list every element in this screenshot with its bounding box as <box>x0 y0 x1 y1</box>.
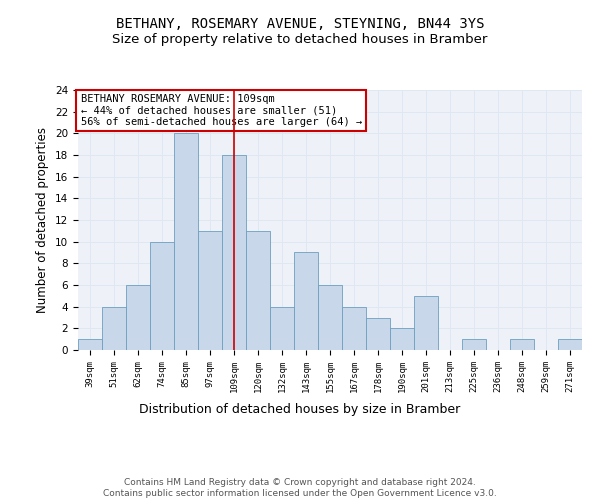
Bar <box>318 285 342 350</box>
Bar <box>78 339 102 350</box>
Text: BETHANY, ROSEMARY AVENUE, STEYNING, BN44 3YS: BETHANY, ROSEMARY AVENUE, STEYNING, BN44… <box>116 18 484 32</box>
Bar <box>150 242 174 350</box>
Bar <box>390 328 414 350</box>
Y-axis label: Number of detached properties: Number of detached properties <box>37 127 49 313</box>
Bar <box>174 134 198 350</box>
Bar <box>294 252 318 350</box>
Bar <box>510 339 534 350</box>
Bar <box>366 318 390 350</box>
Text: Distribution of detached houses by size in Bramber: Distribution of detached houses by size … <box>139 402 461 415</box>
Bar <box>126 285 150 350</box>
Text: BETHANY ROSEMARY AVENUE: 109sqm
← 44% of detached houses are smaller (51)
56% of: BETHANY ROSEMARY AVENUE: 109sqm ← 44% of… <box>80 94 362 127</box>
Bar <box>222 155 246 350</box>
Bar <box>270 306 294 350</box>
Text: Contains HM Land Registry data © Crown copyright and database right 2024.
Contai: Contains HM Land Registry data © Crown c… <box>103 478 497 498</box>
Bar <box>102 306 126 350</box>
Text: Size of property relative to detached houses in Bramber: Size of property relative to detached ho… <box>112 32 488 46</box>
Bar <box>414 296 438 350</box>
Bar <box>558 339 582 350</box>
Bar <box>198 231 222 350</box>
Bar <box>342 306 366 350</box>
Bar <box>462 339 486 350</box>
Bar <box>246 231 270 350</box>
